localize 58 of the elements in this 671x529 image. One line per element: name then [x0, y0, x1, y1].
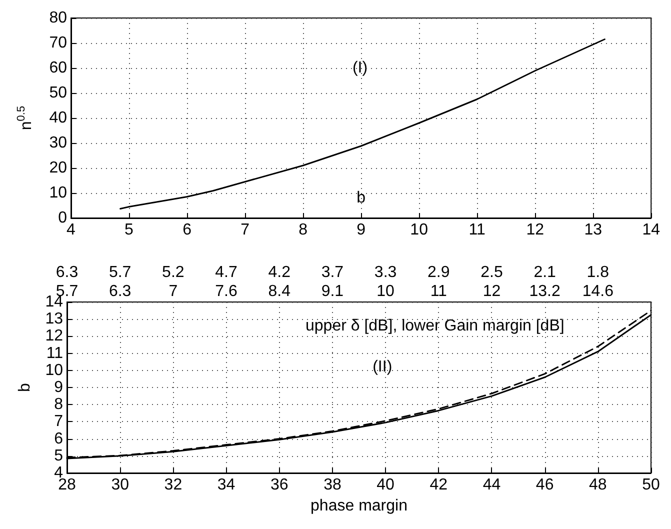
annotation: (I) — [352, 60, 368, 76]
y-tick-label: 8 — [54, 396, 64, 414]
x-tick-label: 48 — [589, 476, 607, 494]
y-tick-label: 80 — [49, 10, 68, 26]
y-tick-label: 50 — [49, 84, 68, 102]
y-tick-label: 30 — [49, 134, 68, 152]
x-tick-label: 8 — [298, 222, 308, 238]
y-tick-label: 10 — [49, 184, 68, 202]
x-axis-title: phase margin — [310, 497, 408, 514]
x-tick-label: 12 — [526, 222, 544, 238]
text: 4.7 7.6 — [215, 264, 238, 300]
text: 3.7 9.1 — [321, 264, 344, 300]
x-tick-label: 30 — [111, 476, 130, 494]
y-tick-label: 12 — [45, 328, 64, 345]
y-tick-label: 10 — [45, 362, 64, 379]
x-tick-label: 28 — [58, 476, 76, 494]
y-tick-label: 6 — [54, 430, 64, 448]
y-axis-title: n0.5 — [16, 106, 35, 130]
x-tick-label: 5 — [124, 222, 134, 238]
x-tick-label: 32 — [164, 476, 182, 494]
y-axis-title: b — [16, 382, 34, 392]
x-tick-label: 13 — [584, 222, 602, 238]
y-tick-label: 5 — [54, 447, 64, 464]
text: 5.7 6.3 — [108, 264, 132, 300]
y-tick-label: 11 — [46, 344, 64, 362]
text: 5.2 7 — [162, 264, 184, 300]
x-tick-label: 46 — [536, 476, 554, 494]
annotation: (II) — [372, 358, 392, 376]
x-tick-label: 11 — [468, 222, 486, 238]
y-tick-label: 20 — [49, 160, 68, 176]
x-axis-title: b — [356, 190, 366, 206]
y-tick-label: 13 — [45, 310, 64, 328]
text: 1.8 14.6 — [582, 264, 614, 300]
y-tick-label: 70 — [49, 34, 68, 52]
x-tick-label: 38 — [324, 476, 342, 494]
x-tick-label: 34 — [217, 476, 236, 494]
y-tick-label: 7 — [54, 413, 64, 430]
x-tick-label: 40 — [376, 476, 395, 494]
annotation: upper δ [dB], lower Gain margin [dB] — [306, 317, 564, 334]
y-tick-label: 40 — [49, 110, 68, 126]
x-tick-label: 14 — [642, 222, 660, 238]
text: 2.9 11 — [428, 264, 450, 300]
x-tick-label: 10 — [410, 222, 428, 238]
x-tick-label: 42 — [430, 476, 448, 494]
line-series — [120, 38, 606, 210]
x-tick-label: 36 — [270, 476, 288, 494]
text: 3.3 10 — [374, 264, 397, 300]
x-tick-label: 50 — [642, 476, 660, 494]
x-tick-label: 9 — [356, 222, 366, 238]
x-tick-label: 6 — [182, 222, 192, 238]
text: 4.2 8.4 — [268, 264, 291, 300]
x-tick-label: 7 — [240, 222, 250, 238]
x-tick-label: 44 — [482, 476, 501, 494]
y-tick-label: 60 — [49, 60, 68, 76]
y-tick-label: 0 — [58, 210, 68, 226]
y-tick-label: 9 — [54, 379, 64, 396]
text: 2.1 13.2 — [529, 264, 560, 300]
text: 2.5 12 — [480, 264, 503, 300]
